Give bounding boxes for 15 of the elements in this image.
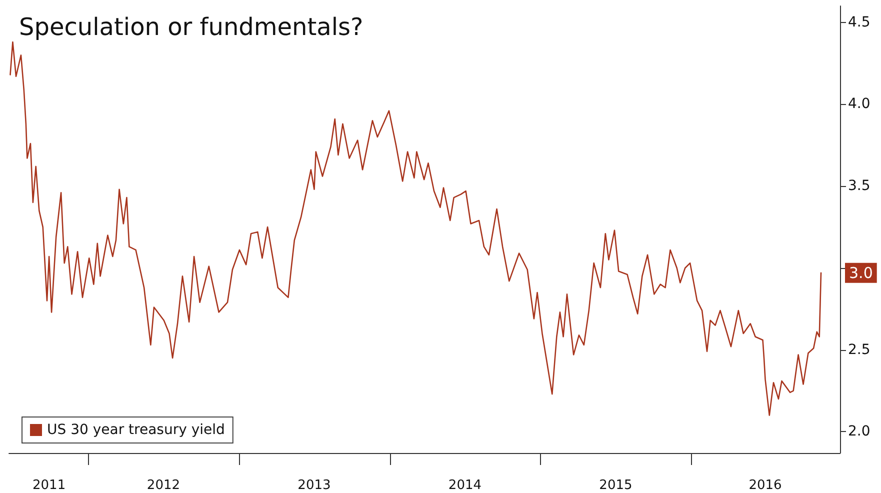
data-label: 3.0: [849, 264, 873, 282]
line-series: [10, 41, 822, 416]
legend-label: US 30 year treasury yield: [47, 422, 225, 438]
y-tick-label: 2.0: [848, 424, 870, 440]
y-tick-label: 4.0: [848, 96, 870, 112]
x-tick-label: 2012: [146, 478, 180, 493]
x-tick-label: 2011: [32, 478, 66, 493]
x-tick-label: 2013: [298, 478, 331, 493]
y-tick-label: 2.5: [848, 342, 870, 358]
y-tick-label: 3.5: [848, 178, 870, 194]
x-tick-label: 2016: [748, 478, 782, 493]
chart-title: Speculation or fundmentals?: [19, 13, 364, 41]
x-tick-label: 2014: [448, 478, 482, 493]
x-tick-label: 2015: [599, 478, 632, 493]
y-tick-label: 4.5: [848, 14, 870, 30]
